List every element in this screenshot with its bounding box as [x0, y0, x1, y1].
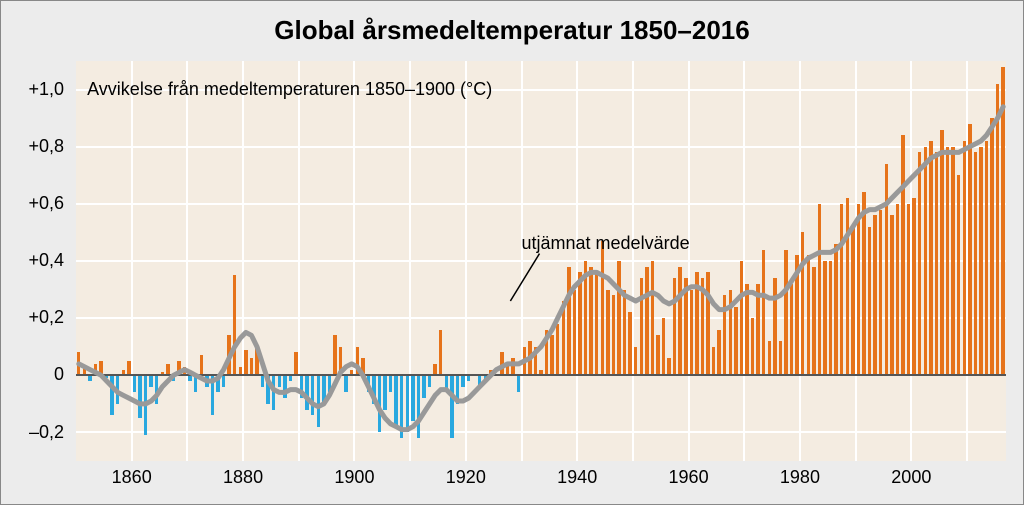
- x-tick-label: 1920: [436, 467, 496, 488]
- x-tick-label: 1860: [102, 467, 162, 488]
- y-tick-label: +0,2: [1, 307, 64, 328]
- y-tick-label: +0,6: [1, 193, 64, 214]
- y-tick-label: –0,2: [1, 422, 64, 443]
- y-tick-label: 0: [1, 364, 64, 385]
- chart-title: Global årsmedeltemperatur 1850–2016: [1, 15, 1023, 46]
- plot-area: Avvikelse från medeltemperaturen 1850–19…: [76, 61, 1006, 461]
- x-tick-label: 1940: [547, 467, 607, 488]
- x-tick-label: 1980: [770, 467, 830, 488]
- y-tick-label: +1,0: [1, 79, 64, 100]
- y-tick-label: +0,8: [1, 136, 64, 157]
- callout-pointer: [76, 61, 1006, 461]
- y-tick-label: +0,4: [1, 250, 64, 271]
- x-tick-label: 1900: [324, 467, 384, 488]
- x-tick-label: 1880: [213, 467, 273, 488]
- x-tick-label: 1960: [659, 467, 719, 488]
- chart-frame: Global årsmedeltemperatur 1850–2016 Avvi…: [0, 0, 1024, 505]
- x-tick-label: 2000: [881, 467, 941, 488]
